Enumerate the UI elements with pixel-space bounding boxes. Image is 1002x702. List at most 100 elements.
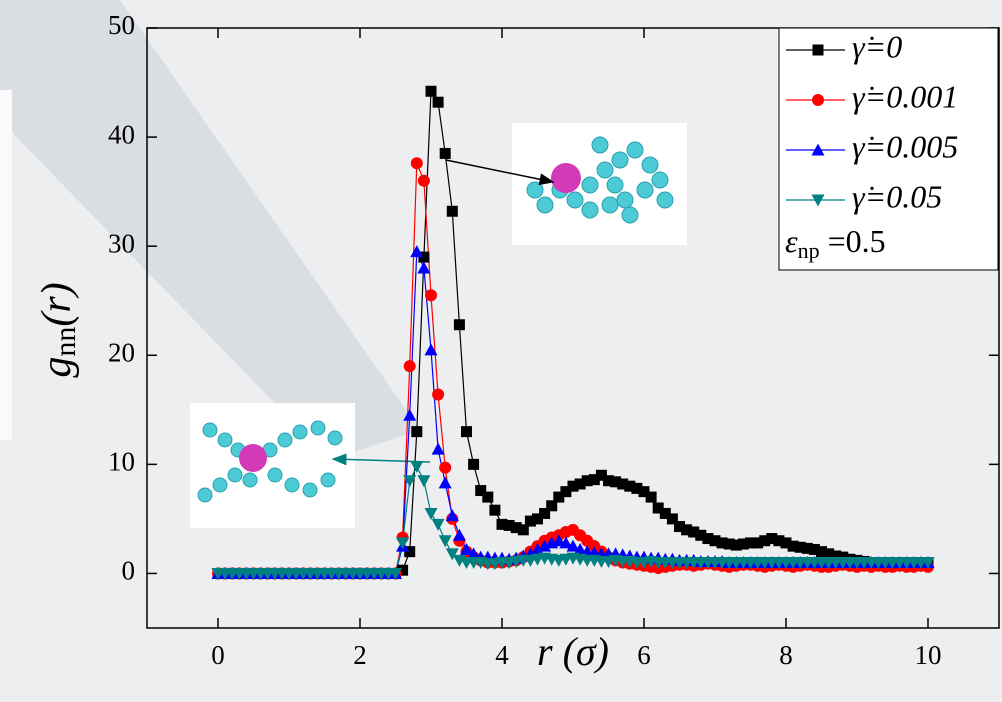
marker <box>610 476 622 488</box>
x-tick-label: 8 <box>779 640 793 670</box>
marker <box>403 360 416 373</box>
y-tick-label: 20 <box>108 337 135 367</box>
x-tick-label: 6 <box>637 640 651 670</box>
marker <box>452 528 466 541</box>
marker <box>432 388 445 401</box>
marker <box>461 426 472 438</box>
marker <box>404 546 416 558</box>
marker <box>745 537 756 549</box>
legend-marker <box>811 143 825 156</box>
marker <box>617 478 629 490</box>
marker <box>780 537 792 549</box>
arrow <box>445 159 555 186</box>
marker <box>403 408 417 421</box>
marker <box>787 540 799 552</box>
legend-label: γ̇=0.005 <box>852 128 958 164</box>
y-label-subscript: nn <box>49 327 82 357</box>
marker <box>801 542 813 554</box>
marker <box>552 534 566 547</box>
y-tick-label: 40 <box>108 119 135 149</box>
marker <box>730 539 742 551</box>
marker <box>418 251 430 263</box>
annotation-subscript: np <box>798 238 820 263</box>
marker <box>411 426 423 438</box>
marker <box>674 521 685 533</box>
inset-image <box>512 123 687 245</box>
marker <box>581 475 593 487</box>
marker <box>532 513 543 525</box>
marker <box>524 515 536 527</box>
marker <box>417 261 431 274</box>
watermark <box>0 90 12 440</box>
marker <box>425 289 437 302</box>
marker <box>503 519 515 531</box>
marker <box>432 96 444 108</box>
legend-label: γ̇=0.001 <box>852 78 958 114</box>
x-tick-label: 4 <box>495 640 509 670</box>
marker <box>424 507 438 520</box>
marker <box>410 245 424 258</box>
marker <box>638 486 650 498</box>
marker <box>489 504 501 516</box>
marker <box>431 518 445 531</box>
y-tick-label: 10 <box>108 447 135 477</box>
legend-marker <box>812 44 824 56</box>
legend-label: γ̇=0.05 <box>852 178 942 214</box>
marker <box>425 85 437 97</box>
annotation-symbol: ε <box>785 223 798 259</box>
legend-entries: γ̇=0 γ̇=0.001 γ̇=0.005 γ̇=0.05 <box>786 28 958 214</box>
annotation-text: =0.5 <box>820 223 886 259</box>
x-tick-label: 0 <box>211 640 225 670</box>
marker <box>475 485 487 497</box>
marker <box>603 475 614 487</box>
inset-image <box>190 403 355 528</box>
marker <box>723 538 735 550</box>
marker <box>531 542 544 555</box>
marker <box>410 157 423 170</box>
marker <box>439 147 451 159</box>
marker <box>538 539 552 552</box>
marker <box>496 518 508 530</box>
marker <box>652 502 664 514</box>
marker <box>759 535 771 547</box>
marker <box>438 476 452 489</box>
marker <box>553 491 565 503</box>
marker <box>716 537 728 549</box>
marker <box>445 509 459 522</box>
legend-marker <box>812 94 824 106</box>
marker <box>510 522 522 534</box>
marker <box>468 458 480 470</box>
x-tick-label: 10 <box>915 640 942 670</box>
marker <box>816 546 827 558</box>
marker <box>752 537 764 549</box>
marker <box>482 491 494 503</box>
marker <box>573 542 587 555</box>
plot-frame <box>146 27 1000 629</box>
marker <box>566 539 580 552</box>
marker <box>773 535 785 547</box>
marker <box>424 343 438 356</box>
marker <box>410 461 424 474</box>
marker <box>702 533 714 545</box>
plot-area: 0 2 4 6 8 10 0 10 20 30 40 50 <box>108 10 999 670</box>
watermark <box>0 0 420 460</box>
marker <box>396 537 410 550</box>
y-axis-label: gnn(r) <box>34 282 82 377</box>
marker <box>546 500 558 512</box>
x-tick-label: 2 <box>353 640 367 670</box>
marker <box>460 542 473 555</box>
marker <box>517 524 529 536</box>
marker <box>595 469 607 481</box>
legend-marker <box>811 194 825 207</box>
marker <box>467 547 481 560</box>
marker <box>574 478 586 490</box>
marker <box>438 535 452 548</box>
marker <box>588 474 600 486</box>
marker <box>695 529 707 541</box>
marker <box>559 536 573 549</box>
marker <box>446 205 458 217</box>
marker <box>921 557 935 570</box>
marker <box>823 548 835 560</box>
x-axis-label: r (σ) <box>537 629 609 674</box>
